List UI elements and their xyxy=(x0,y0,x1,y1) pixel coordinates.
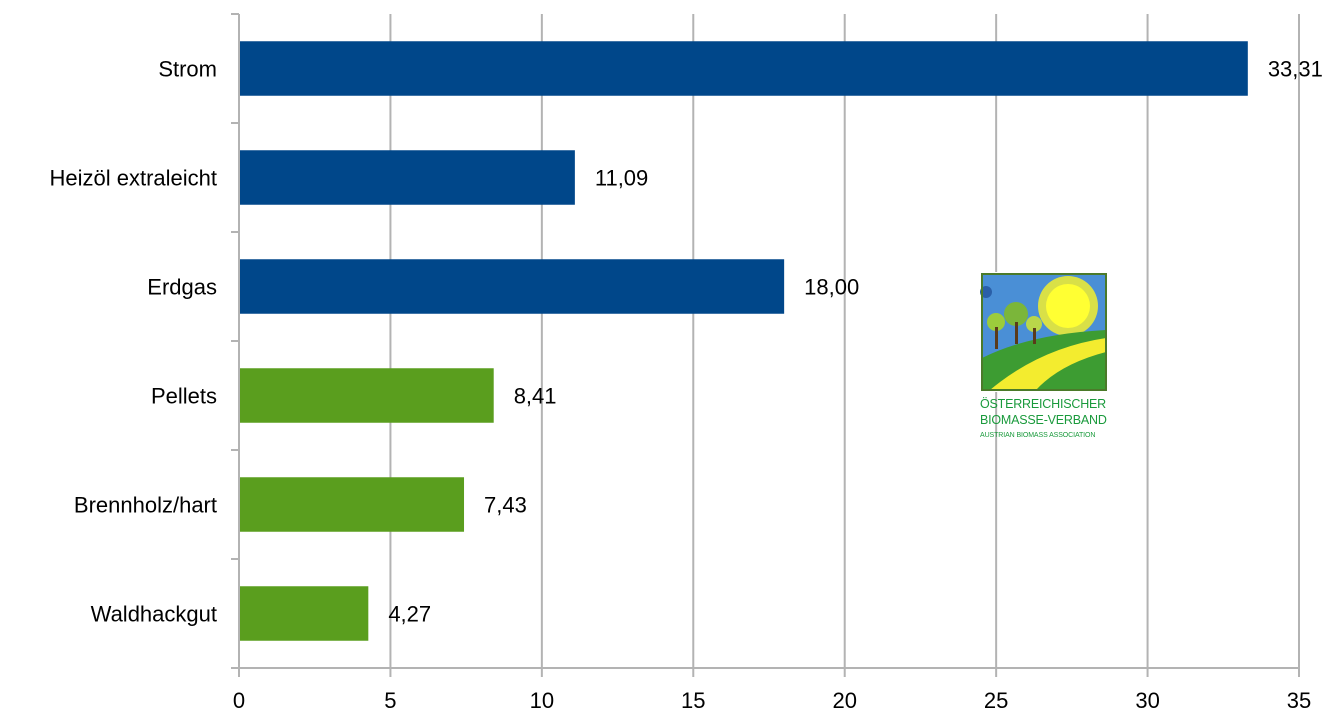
logo-artwork-icon xyxy=(980,272,1108,392)
x-tick-label: 30 xyxy=(1135,688,1159,713)
grid-lines xyxy=(238,14,1300,677)
data-label: 8,41 xyxy=(514,384,557,409)
bar xyxy=(239,368,494,423)
labels: 0 5 10 15 20 25 30 35 Strom 33,31 Heizöl extraleic… xyxy=(49,57,1322,714)
x-tick-label: 15 xyxy=(681,688,705,713)
data-label: 4,27 xyxy=(388,602,431,627)
category-label: Erdgas xyxy=(147,275,217,300)
category-label: Pellets xyxy=(151,384,217,409)
category-label: Brennholz/hart xyxy=(74,493,217,518)
category-label: Heizöl extraleicht xyxy=(49,166,217,191)
data-label: 18,00 xyxy=(804,275,859,300)
bar xyxy=(239,259,785,314)
category-label: Strom xyxy=(158,57,217,82)
x-tick-label: 0 xyxy=(233,688,245,713)
bar xyxy=(239,41,1248,96)
bar xyxy=(239,477,465,532)
x-tick-label: 10 xyxy=(530,688,554,713)
logo-subtitle: AUSTRIAN BIOMASS ASSOCIATION xyxy=(980,432,1096,439)
bar xyxy=(239,586,369,641)
data-label: 11,09 xyxy=(595,166,648,191)
axes xyxy=(231,13,1299,669)
logo-name-line1: ÖSTERREICHISCHER xyxy=(980,397,1106,411)
x-tick-label: 35 xyxy=(1287,688,1311,713)
x-tick-label: 20 xyxy=(832,688,856,713)
x-tick-label: 5 xyxy=(384,688,396,713)
x-tick-label: 25 xyxy=(984,688,1008,713)
logo: ÖSTERREICHISCHER BIOMASSE-VERBAND AUSTRI… xyxy=(980,272,1108,454)
data-label: 7,43 xyxy=(484,493,527,518)
logo-name-line2: BIOMASSE-VERBAND xyxy=(980,413,1107,427)
category-label: Waldhackgut xyxy=(91,602,217,627)
bar xyxy=(239,150,575,205)
data-label: 33,31 xyxy=(1268,57,1323,82)
bars xyxy=(239,41,1248,641)
